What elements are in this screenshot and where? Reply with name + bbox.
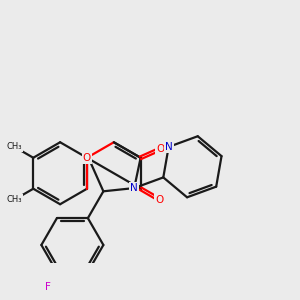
Text: O: O: [155, 195, 164, 205]
Text: O: O: [83, 153, 91, 163]
Text: CH₃: CH₃: [7, 142, 22, 152]
Text: N: N: [130, 183, 138, 193]
Text: O: O: [156, 144, 165, 154]
Text: F: F: [45, 282, 51, 292]
Text: N: N: [165, 142, 172, 152]
Text: CH₃: CH₃: [7, 195, 22, 204]
